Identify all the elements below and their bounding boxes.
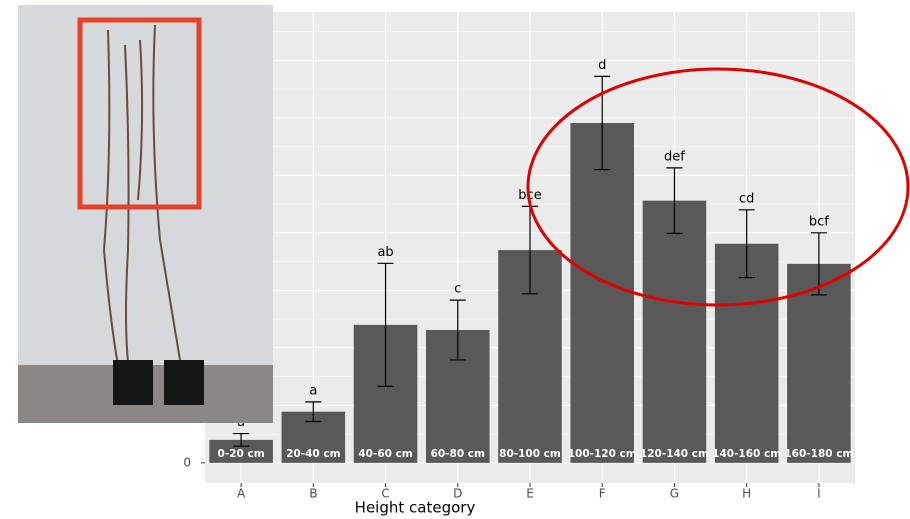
significance-label: a	[309, 383, 317, 398]
bar-label: 140-160 cm	[712, 448, 781, 460]
x-tick-label: F	[599, 487, 606, 501]
photo	[18, 5, 273, 423]
x-tick-label: E	[526, 487, 534, 501]
error-bar	[305, 401, 322, 423]
bar	[209, 439, 273, 463]
significance-label: bce	[518, 188, 541, 203]
error-bar	[449, 299, 466, 361]
x-tick-label: I	[817, 487, 821, 501]
error-bar	[233, 432, 250, 447]
bar-label: 80-100 cm	[499, 448, 561, 460]
bar	[714, 243, 779, 463]
significance-label: def	[664, 149, 685, 164]
x-tick-label: A	[237, 487, 246, 501]
bar	[642, 200, 707, 463]
error-bar	[810, 232, 827, 296]
bar-label: 120-140 cm	[640, 448, 709, 460]
x-tick-label: D	[453, 487, 462, 501]
x-tick-label: B	[309, 487, 317, 501]
significance-label: c	[454, 282, 461, 297]
error-bar	[738, 209, 755, 279]
error-bar	[666, 167, 683, 235]
x-axis-title: Height category	[355, 499, 476, 517]
significance-label: ab	[377, 245, 393, 260]
x-tick-label: C	[381, 487, 389, 501]
x-tick-label: G	[670, 487, 679, 501]
bar-label: 60-80 cm	[431, 448, 485, 460]
bar	[787, 263, 851, 463]
bar-label: 40-60 cm	[358, 448, 412, 460]
significance-label: d	[598, 58, 606, 73]
significance-label: bcf	[809, 214, 829, 229]
bar-label: 160-180 cm	[784, 448, 853, 460]
highlight-ellipse	[526, 67, 910, 307]
error-bar	[377, 262, 394, 387]
y-tick-label: 0	[183, 455, 191, 469]
bar-label: 100-120 cm	[568, 448, 637, 460]
x-tick-label: H	[742, 487, 751, 501]
bar	[570, 122, 634, 463]
bar-label: 0-20 cm	[218, 448, 265, 460]
bar-label: 20-40 cm	[286, 448, 340, 460]
significance-label: cd	[739, 191, 754, 206]
